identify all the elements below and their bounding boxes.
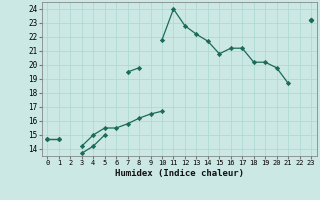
X-axis label: Humidex (Indice chaleur): Humidex (Indice chaleur)	[115, 169, 244, 178]
